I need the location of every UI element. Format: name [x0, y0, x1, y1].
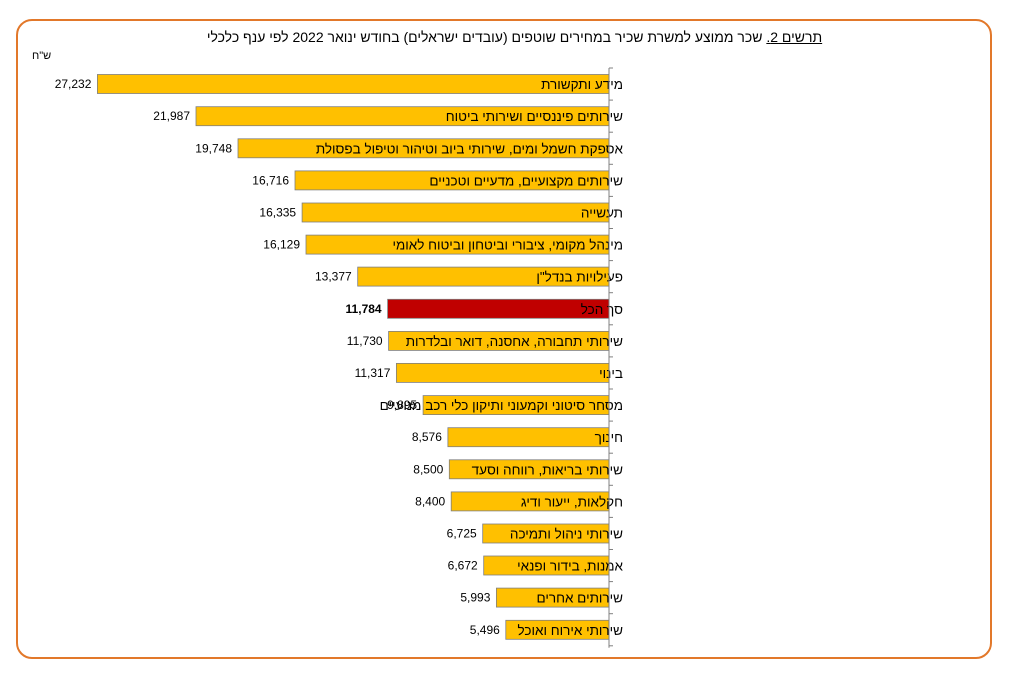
- category-label: שירותי ניהול ותמיכה: [510, 527, 623, 542]
- category-label: שירותי תחבורה, אחסנה, דואר ובלדרות: [406, 334, 623, 349]
- category-label: שירותים מקצועיים, מדעיים וטכניים: [429, 173, 623, 188]
- category-label: מידע ותקשורת: [541, 77, 623, 92]
- value-label: 9,895: [387, 398, 417, 412]
- category-label: שירותי אירוח ואוכל: [518, 623, 624, 638]
- value-label: 16,716: [252, 173, 289, 187]
- category-label: חקלאות, ייעור ודיג: [521, 494, 623, 509]
- value-label: 21,987: [153, 109, 190, 123]
- bar: [395, 362, 610, 383]
- value-label: 13,377: [315, 270, 352, 284]
- chart-title-prefix: תרשים 2.: [766, 29, 823, 45]
- value-label: 8,500: [413, 462, 443, 476]
- value-label: 11,317: [355, 366, 391, 380]
- bar: [301, 202, 610, 223]
- bar: [387, 298, 610, 319]
- value-label: 8,400: [415, 494, 445, 508]
- value-label: 27,232: [55, 77, 92, 91]
- category-label: אמנות, בידור ופנאי: [517, 559, 623, 574]
- value-label: 8,576: [412, 430, 442, 444]
- category-label: מסחר סיטוני וקמעוני ותיקון כלי רכב מנועי…: [380, 398, 623, 413]
- value-label: 19,748: [195, 141, 232, 155]
- value-label: 5,496: [470, 623, 500, 637]
- value-label: 5,993: [460, 591, 490, 605]
- value-label: 6,725: [447, 527, 477, 541]
- chart-frame: [16, 19, 992, 659]
- category-label: פעילויות בנדל"ן: [536, 270, 623, 285]
- value-label: 11,730: [347, 334, 383, 348]
- bar: [447, 427, 610, 448]
- chart-title: תרשים 2. שכר ממוצע למשרת שכיר במחירים שו…: [0, 29, 1029, 45]
- value-label: 11,784: [346, 302, 382, 316]
- value-label: 6,672: [448, 559, 478, 573]
- category-label: תעשייה: [581, 206, 623, 221]
- category-label: אספקת חשמל ומים, שירותי ביוב וטיהור וטיפ…: [316, 141, 624, 156]
- category-label: בינוי: [599, 366, 623, 381]
- category-label: שירותים פיננסיים ושירותי ביטוח: [446, 109, 623, 124]
- category-label: שירותי בריאות, רווחה וסעד: [472, 462, 624, 477]
- unit-label: ש"ח: [32, 50, 52, 62]
- chart-title-text: שכר ממוצע למשרת שכיר במחירים שוטפים (עוב…: [206, 29, 763, 45]
- category-label: סך הכל: [581, 302, 623, 317]
- value-label: 16,129: [263, 238, 300, 252]
- bar: [97, 74, 610, 94]
- category-label: שירותים אחרים: [536, 591, 623, 606]
- category-label: מינהל מקומי, ציבורי וביטחון וביטוח לאומי: [392, 238, 623, 253]
- value-label: 16,335: [259, 206, 296, 220]
